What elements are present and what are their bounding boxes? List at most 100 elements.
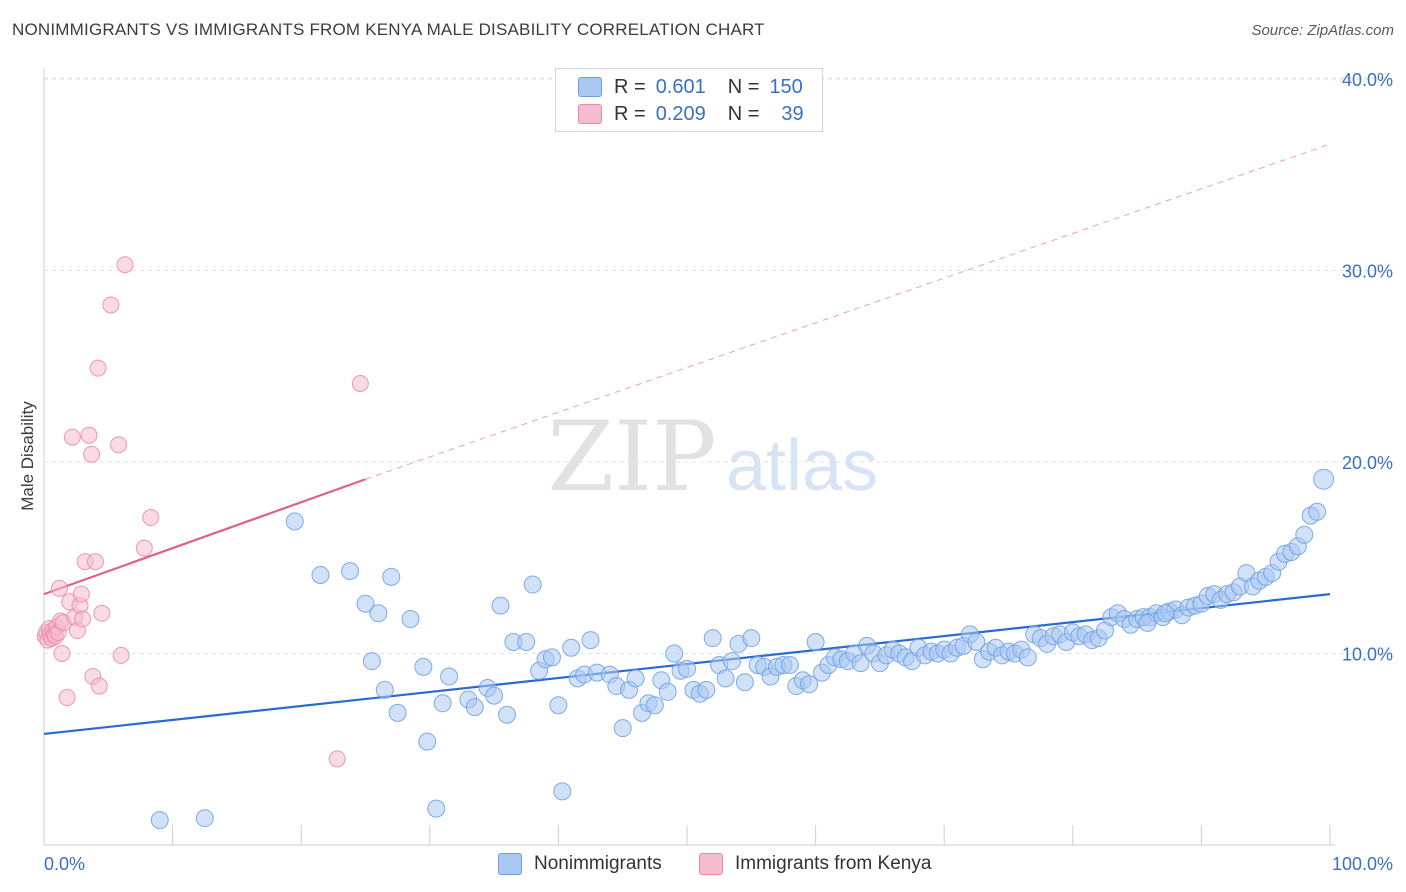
point-nonimmigrants [414, 657, 433, 676]
y-tick-label: 10.0% [1342, 645, 1393, 665]
point-nonimmigrants [697, 680, 716, 699]
legend-n-label: N = [727, 102, 760, 125]
point-kenya [58, 689, 76, 707]
point-nonimmigrants [1156, 604, 1175, 623]
point-nonimmigrants [465, 698, 484, 717]
point-kenya [93, 604, 111, 622]
point-nonimmigrants [553, 782, 572, 801]
point-nonimmigrants [800, 675, 819, 694]
y-tick-label: 40.0% [1342, 70, 1393, 90]
point-nonimmigrants [356, 594, 375, 613]
watermark-atlas: atlas [726, 426, 878, 506]
point-nonimmigrants [497, 705, 516, 724]
point-nonimmigrants [1308, 502, 1327, 521]
point-kenya [89, 359, 107, 377]
legend-r-value: 0.209 [655, 102, 706, 125]
point-kenya [102, 296, 120, 314]
point-nonimmigrants [967, 633, 986, 652]
point-nonimmigrants [440, 667, 459, 686]
bottom-legend-kenya[interactable]: Immigrants from Kenya [699, 850, 931, 878]
point-nonimmigrants [1138, 613, 1157, 632]
point-nonimmigrants [195, 809, 214, 828]
watermark: ZIP atlas [547, 401, 878, 513]
legend-swatch-pink [578, 104, 602, 124]
chart-title: NONIMMIGRANTS VS IMMIGRANTS FROM KENYA M… [12, 20, 765, 39]
data-points [36, 256, 1335, 830]
x-tick-label: 0.0% [44, 854, 85, 874]
point-nonimmigrants [388, 703, 407, 722]
point-kenya [135, 539, 153, 557]
bottom-swatch-blue [498, 853, 522, 875]
legend-r-label: R = [614, 75, 646, 98]
bottom-legend-nonimmigrants[interactable]: Nonimmigrants [498, 850, 662, 878]
point-nonimmigrants [491, 596, 510, 615]
point-nonimmigrants [678, 659, 696, 678]
point-kenya [351, 374, 369, 392]
point-kenya [90, 677, 108, 695]
bottom-legend-label: Nonimmigrants [534, 853, 662, 874]
point-kenya [328, 750, 346, 768]
point-nonimmigrants [1018, 648, 1037, 667]
point-nonimmigrants [1313, 468, 1335, 490]
legend-row-kenya: R = 0.209 N = 39 [578, 102, 804, 126]
legend-swatch-blue [578, 77, 602, 97]
point-nonimmigrants [341, 562, 360, 581]
gridlines [44, 77, 1395, 654]
point-nonimmigrants [645, 696, 664, 715]
point-nonimmigrants [285, 512, 304, 531]
point-nonimmigrants [562, 638, 581, 657]
point-nonimmigrants [517, 633, 536, 652]
point-kenya [74, 610, 92, 628]
point-nonimmigrants [716, 669, 735, 688]
point-kenya [72, 585, 90, 603]
y-tick-label: 20.0% [1342, 453, 1393, 473]
legend-n-value: 150 [769, 75, 803, 98]
point-nonimmigrants [311, 565, 330, 584]
bottom-legend-label: Immigrants from Kenya [735, 853, 932, 874]
point-nonimmigrants [613, 719, 632, 738]
point-nonimmigrants [369, 604, 388, 623]
point-kenya [116, 256, 134, 274]
point-nonimmigrants [401, 610, 420, 629]
point-nonimmigrants [485, 686, 504, 705]
point-nonimmigrants [427, 799, 446, 818]
legend-row-nonimmigrants: R = 0.601 N = 150 [578, 75, 803, 99]
point-nonimmigrants [581, 631, 600, 650]
legend-n-value: 39 [781, 102, 804, 125]
point-nonimmigrants [851, 654, 870, 673]
correlation-legend: R = 0.601 N = 150 R = 0.209 N = 39 [555, 68, 823, 132]
point-kenya [110, 436, 128, 454]
point-kenya [63, 428, 81, 446]
point-nonimmigrants [742, 629, 761, 648]
axes [43, 68, 1335, 846]
point-nonimmigrants [735, 673, 754, 692]
point-kenya [83, 445, 101, 463]
legend-n-label: N = [727, 75, 760, 98]
point-nonimmigrants [375, 680, 394, 699]
x-tick-label: 100.0% [1332, 854, 1393, 874]
point-nonimmigrants [433, 694, 452, 713]
point-nonimmigrants [658, 682, 677, 701]
point-nonimmigrants [723, 652, 742, 671]
legend-r-label: R = [614, 102, 646, 125]
point-nonimmigrants [549, 696, 568, 715]
source-label: Source: ZipAtlas.com [1251, 22, 1394, 39]
point-nonimmigrants [806, 633, 825, 652]
point-nonimmigrants [542, 648, 561, 667]
point-kenya [80, 426, 98, 444]
point-nonimmigrants [1295, 525, 1314, 544]
point-nonimmigrants [665, 644, 684, 663]
point-nonimmigrants [780, 655, 799, 674]
point-kenya [50, 579, 68, 597]
point-kenya [142, 509, 160, 527]
trend-extension-kenya [365, 143, 1331, 480]
trend-line-kenya [43, 478, 366, 596]
point-nonimmigrants [523, 575, 542, 594]
point-nonimmigrants [626, 669, 645, 688]
point-nonimmigrants [362, 652, 381, 671]
point-kenya [53, 645, 71, 662]
tick-labels: 10.0% 20.0% 30.0% 40.0% 0.0% 100.0% [44, 70, 1393, 874]
watermark-zip: ZIP [547, 401, 716, 513]
point-nonimmigrants [703, 629, 722, 648]
